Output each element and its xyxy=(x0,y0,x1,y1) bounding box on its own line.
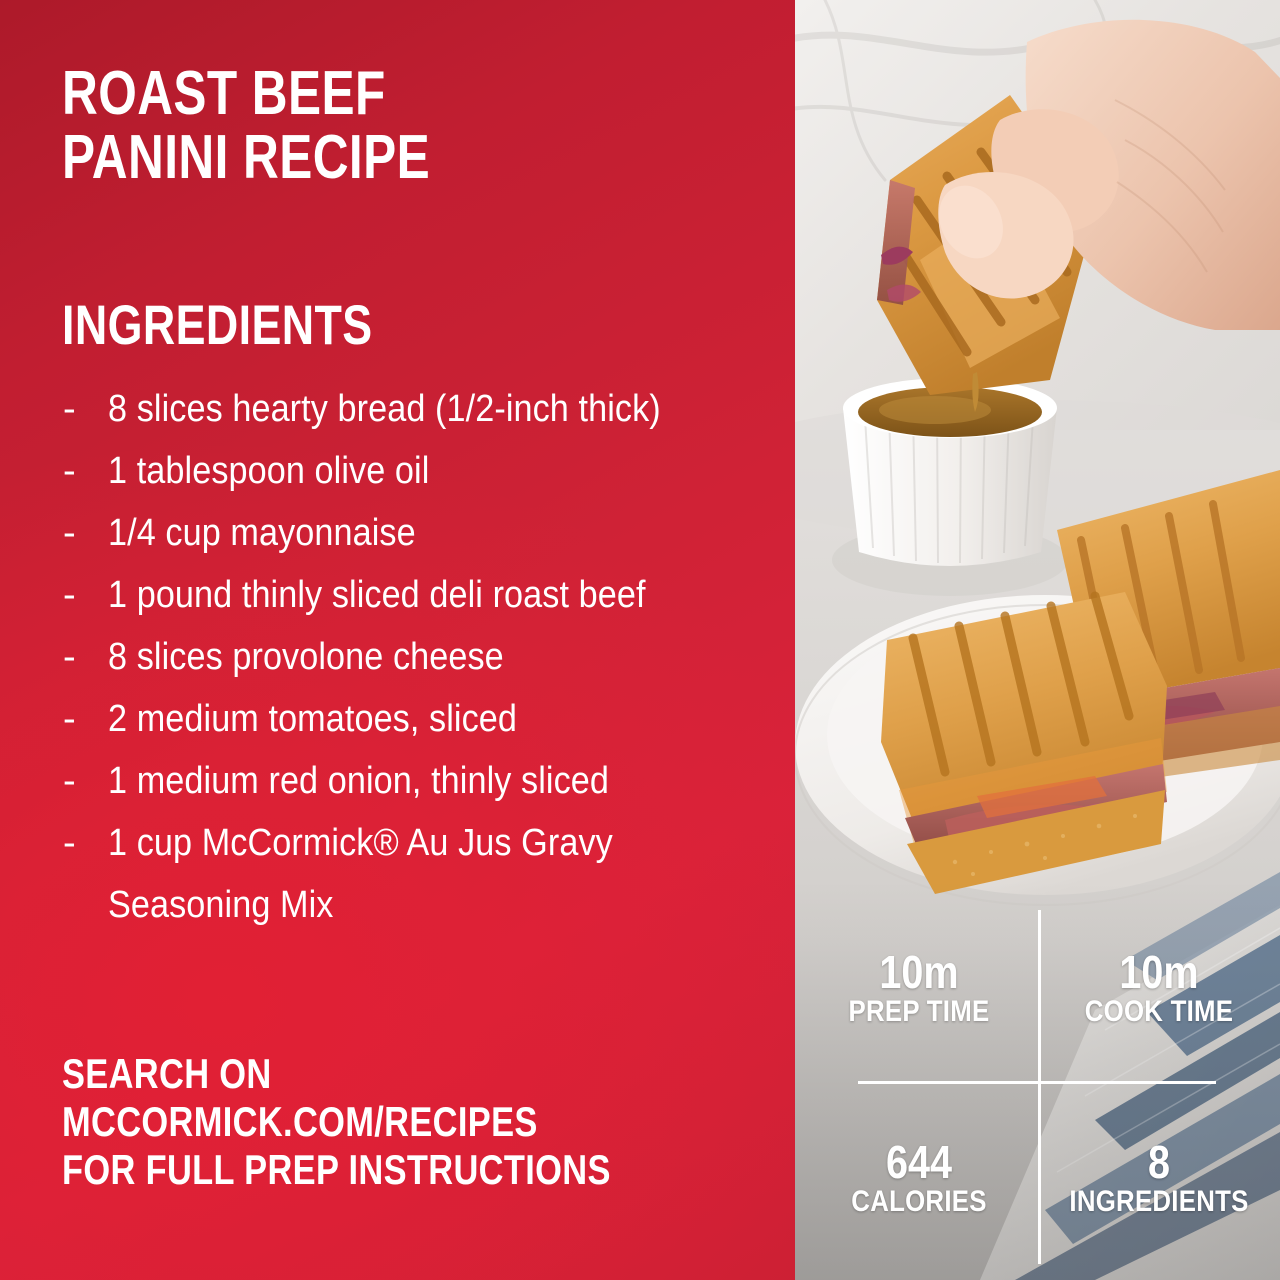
ingredient-text: 1 cup McCormick® Au Jus Gravy Seasoning … xyxy=(108,822,613,926)
ingredients-list: - 8 slices hearty bread (1/2-inch thick)… xyxy=(62,378,782,936)
ingredient-text: 1/4 cup mayonnaise xyxy=(108,512,416,554)
bullet-dash-icon: - xyxy=(63,450,76,492)
list-item: - 1 medium red onion, thinly sliced xyxy=(62,750,782,812)
bullet-dash-icon: - xyxy=(63,760,76,802)
ingredient-text: 8 slices provolone cheese xyxy=(108,636,504,678)
stat-label: COOK TIME xyxy=(1084,995,1234,1028)
ingredients-heading: INGREDIENTS xyxy=(62,293,373,356)
stat-value: 8 xyxy=(1147,1136,1171,1188)
list-item: - 1/4 cup mayonnaise xyxy=(62,502,782,564)
list-item: - 2 medium tomatoes, sliced xyxy=(62,688,782,750)
ingredient-text: 2 medium tomatoes, sliced xyxy=(108,698,518,740)
list-item: - 1 cup McCormick® Au Jus Gravy Seasonin… xyxy=(62,812,782,936)
stat-calories: 644 CALORIES xyxy=(805,1138,1033,1218)
bullet-dash-icon: - xyxy=(63,636,76,678)
page-title: ROAST BEEF PANINI RECIPE xyxy=(62,62,762,190)
stats-horizontal-divider xyxy=(858,1081,1216,1084)
stat-value: 10m xyxy=(1119,946,1199,998)
list-item: - 1 pound thinly sliced deli roast beef xyxy=(62,564,782,626)
call-to-action: SEARCH ON MCCORMICK.COM/RECIPES FOR FULL… xyxy=(62,1050,762,1194)
stat-label: CALORIES xyxy=(851,1185,987,1218)
ingredient-text: 1 pound thinly sliced deli roast beef xyxy=(108,574,646,616)
bullet-dash-icon: - xyxy=(63,388,76,430)
bullet-dash-icon: - xyxy=(63,698,76,740)
stat-label: PREP TIME xyxy=(848,995,990,1028)
bullet-dash-icon: - xyxy=(63,822,76,864)
stat-prep-time: 10m PREP TIME xyxy=(805,948,1033,1028)
ingredient-text: 1 medium red onion, thinly sliced xyxy=(108,760,610,802)
recipe-info-panel: ROAST BEEF PANINI RECIPE INGREDIENTS - 8… xyxy=(0,0,795,1280)
stat-cook-time: 10m COOK TIME xyxy=(1045,948,1273,1028)
bullet-dash-icon: - xyxy=(63,574,76,616)
ingredient-text: 8 slices hearty bread (1/2-inch thick) xyxy=(108,388,661,430)
list-item: - 1 tablespoon olive oil xyxy=(62,440,782,502)
stat-value: 644 xyxy=(885,1136,953,1188)
stat-ingredients-count: 8 INGREDIENTS xyxy=(1045,1138,1273,1218)
stat-value: 10m xyxy=(879,946,959,998)
food-photo xyxy=(795,0,1280,1280)
stat-label: INGREDIENTS xyxy=(1069,1185,1249,1218)
list-item: - 8 slices provolone cheese xyxy=(62,626,782,688)
title-line-1: ROAST BEEF xyxy=(62,59,386,128)
cta-line-1: SEARCH ON xyxy=(62,1050,272,1097)
title-line-2: PANINI RECIPE xyxy=(62,123,431,192)
bullet-dash-icon: - xyxy=(63,512,76,554)
ingredient-text: 1 tablespoon olive oil xyxy=(108,450,430,492)
list-item: - 8 slices hearty bread (1/2-inch thick) xyxy=(62,378,782,440)
stats-vertical-divider xyxy=(1038,910,1041,1264)
cta-line-url[interactable]: MCCORMICK.COM/RECIPES xyxy=(62,1098,538,1145)
cta-line-3: FOR FULL PREP INSTRUCTIONS xyxy=(62,1146,611,1193)
food-photo-illustration xyxy=(795,0,1280,1280)
recipe-stats: 10m PREP TIME 10m COOK TIME 644 CALORIES… xyxy=(795,890,1280,1280)
